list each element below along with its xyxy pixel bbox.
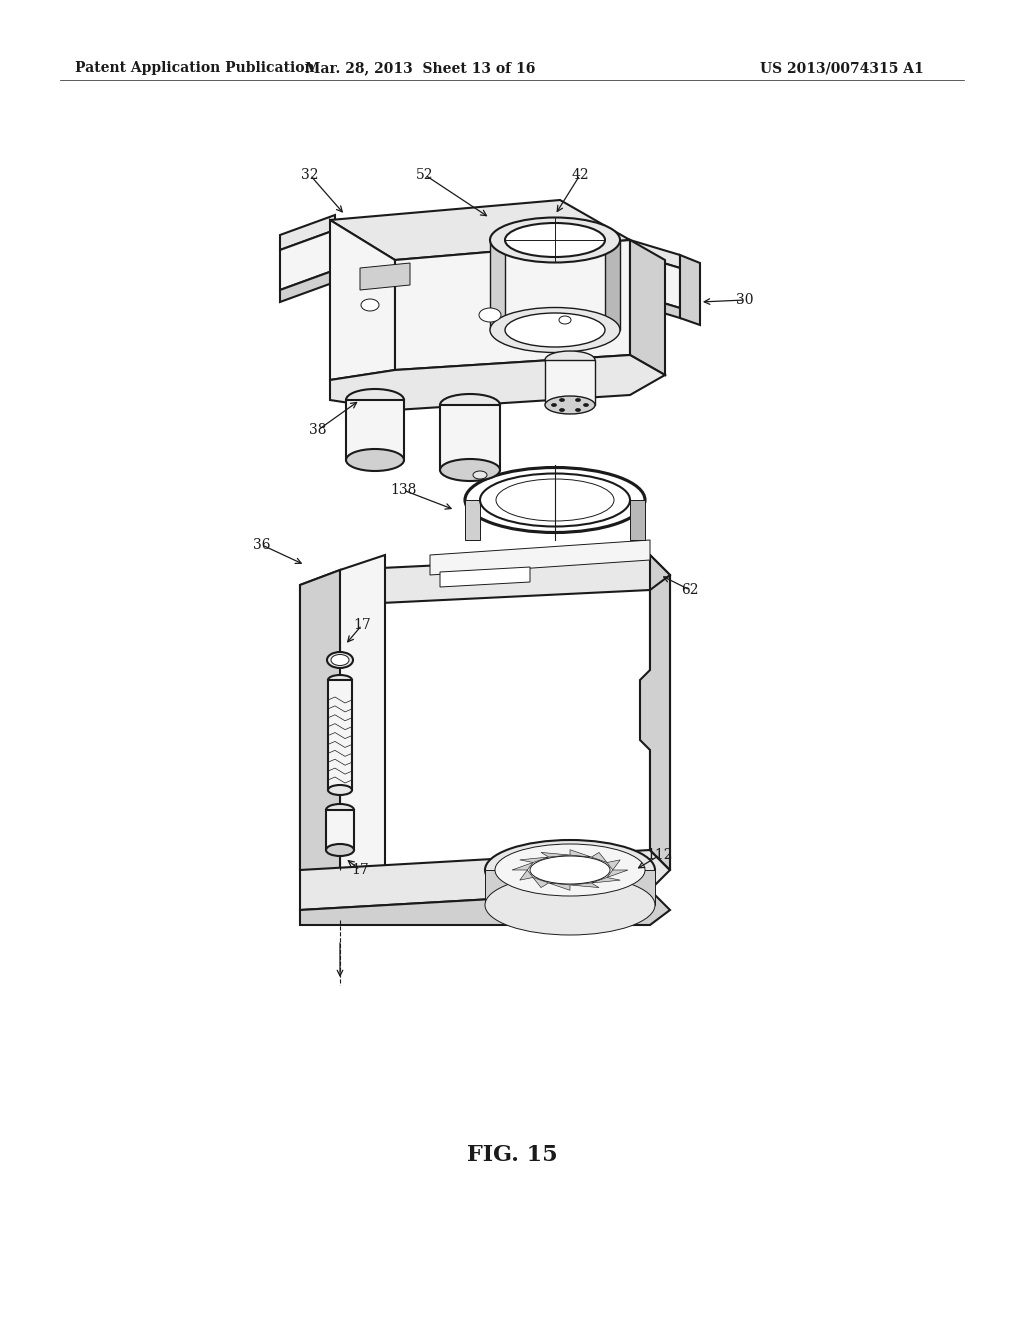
Polygon shape [512, 862, 532, 870]
Text: Mar. 28, 2013  Sheet 13 of 16: Mar. 28, 2013 Sheet 13 of 16 [305, 61, 536, 75]
Ellipse shape [465, 467, 645, 532]
Ellipse shape [326, 804, 354, 816]
Polygon shape [346, 400, 404, 459]
Polygon shape [570, 883, 599, 887]
Text: 138: 138 [390, 483, 416, 498]
Polygon shape [490, 240, 505, 330]
Polygon shape [630, 293, 680, 318]
Ellipse shape [545, 351, 595, 370]
Polygon shape [340, 554, 670, 605]
Text: 17: 17 [351, 863, 369, 876]
Polygon shape [300, 850, 670, 909]
Ellipse shape [328, 785, 352, 795]
Ellipse shape [328, 675, 352, 685]
Polygon shape [650, 554, 670, 870]
Polygon shape [326, 810, 354, 850]
Polygon shape [330, 201, 630, 260]
Polygon shape [630, 253, 680, 308]
Ellipse shape [575, 408, 581, 412]
Polygon shape [592, 853, 607, 862]
Text: 17: 17 [353, 618, 371, 632]
Text: 38: 38 [309, 422, 327, 437]
Polygon shape [630, 240, 680, 268]
Text: Patent Application Publication: Patent Application Publication [75, 61, 314, 75]
Polygon shape [680, 255, 700, 325]
Ellipse shape [485, 875, 655, 935]
Ellipse shape [559, 315, 571, 323]
Polygon shape [280, 215, 335, 249]
Ellipse shape [490, 308, 620, 352]
Ellipse shape [361, 300, 379, 312]
Text: 32: 32 [301, 168, 318, 182]
Ellipse shape [490, 218, 620, 263]
Ellipse shape [480, 474, 630, 527]
Ellipse shape [331, 655, 349, 665]
Ellipse shape [505, 313, 605, 347]
Ellipse shape [346, 389, 404, 411]
Polygon shape [280, 271, 335, 302]
Text: FIG. 15: FIG. 15 [467, 1144, 557, 1166]
Polygon shape [541, 853, 570, 857]
Text: 36: 36 [253, 539, 270, 552]
Polygon shape [330, 220, 395, 380]
Ellipse shape [496, 479, 614, 521]
Polygon shape [630, 500, 645, 540]
Polygon shape [300, 570, 340, 884]
Ellipse shape [530, 855, 610, 884]
Polygon shape [280, 230, 335, 290]
Ellipse shape [559, 408, 564, 412]
Polygon shape [630, 240, 665, 375]
Ellipse shape [326, 843, 354, 855]
Ellipse shape [346, 449, 404, 471]
Polygon shape [520, 870, 532, 880]
Ellipse shape [479, 308, 501, 322]
Polygon shape [640, 576, 670, 870]
Polygon shape [440, 568, 530, 587]
Ellipse shape [440, 393, 500, 416]
Polygon shape [330, 355, 665, 411]
Ellipse shape [552, 404, 556, 407]
Text: 30: 30 [736, 293, 754, 308]
Ellipse shape [495, 843, 645, 896]
Ellipse shape [485, 840, 655, 900]
Text: 42: 42 [571, 168, 589, 182]
Polygon shape [592, 878, 621, 883]
Polygon shape [300, 554, 385, 884]
Ellipse shape [440, 459, 500, 480]
Polygon shape [520, 857, 549, 862]
Polygon shape [607, 859, 621, 870]
Ellipse shape [473, 471, 487, 479]
Text: 62: 62 [681, 583, 698, 597]
Text: US 2013/0074315 A1: US 2013/0074315 A1 [760, 61, 924, 75]
Polygon shape [328, 680, 352, 789]
Polygon shape [300, 890, 670, 925]
Polygon shape [440, 405, 500, 470]
Text: 112: 112 [647, 847, 673, 862]
Ellipse shape [545, 396, 595, 414]
Ellipse shape [584, 404, 589, 407]
Polygon shape [360, 263, 410, 290]
Ellipse shape [559, 399, 564, 401]
Polygon shape [465, 500, 480, 540]
Polygon shape [430, 540, 650, 576]
Text: 52: 52 [416, 168, 434, 182]
Polygon shape [485, 870, 655, 906]
Ellipse shape [575, 399, 581, 401]
Polygon shape [532, 878, 549, 887]
Polygon shape [605, 240, 620, 330]
Ellipse shape [505, 223, 605, 257]
Polygon shape [395, 240, 630, 370]
Polygon shape [570, 850, 592, 857]
Ellipse shape [327, 652, 353, 668]
Polygon shape [549, 883, 570, 890]
Polygon shape [607, 870, 628, 878]
Polygon shape [545, 360, 595, 405]
